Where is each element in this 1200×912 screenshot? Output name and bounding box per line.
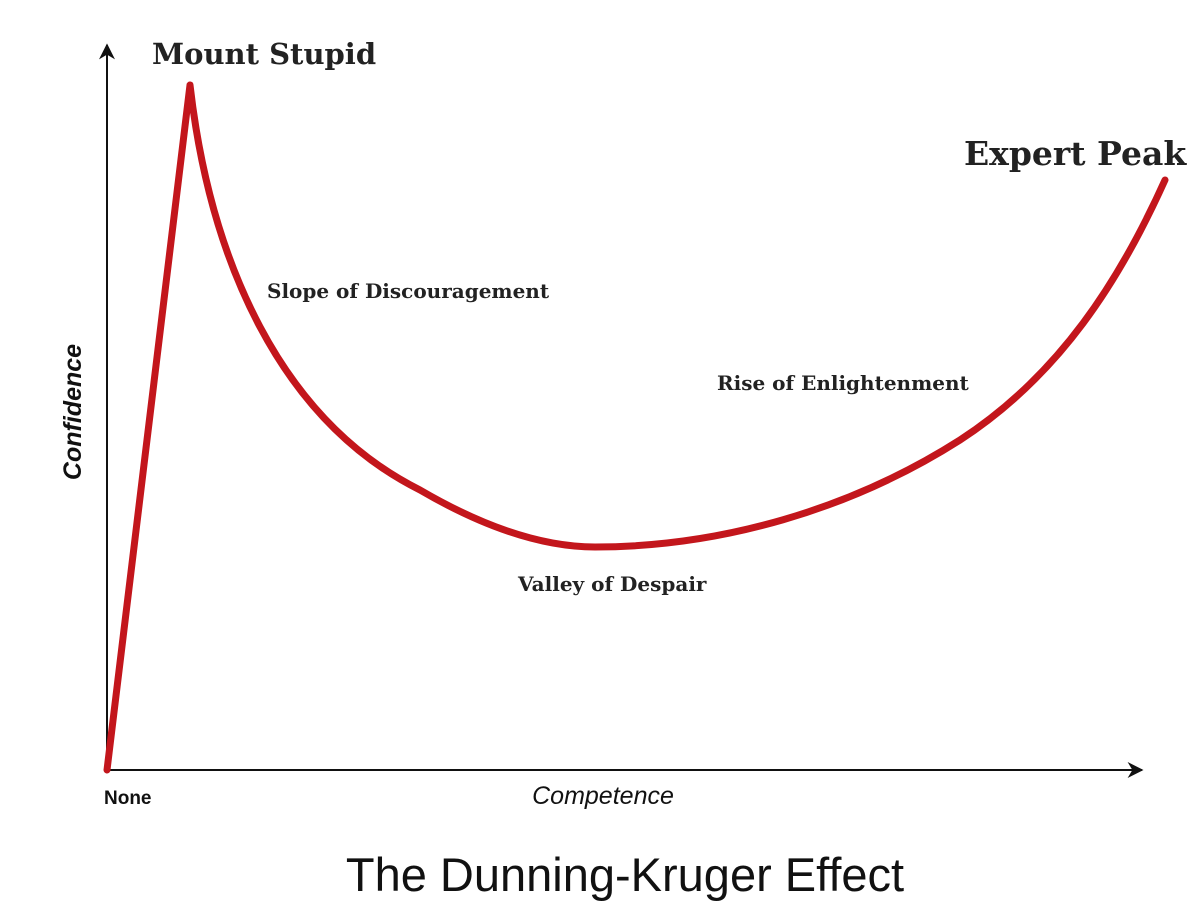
y-axis-label: Confidence <box>59 344 87 480</box>
annotation: Rise of Enlightenment <box>717 371 970 395</box>
x-axis-label: Competence <box>532 782 674 810</box>
curve <box>103 81 1169 774</box>
title: The Dunning-Kruger Effect <box>346 848 904 901</box>
annotation: Mount Stupid <box>152 37 376 71</box>
annotation: Expert Peak <box>964 134 1187 173</box>
annotation: Valley of Despair <box>517 572 707 596</box>
annotation: Slope of Discouragement <box>267 279 550 303</box>
x-origin-label: None <box>104 788 152 809</box>
